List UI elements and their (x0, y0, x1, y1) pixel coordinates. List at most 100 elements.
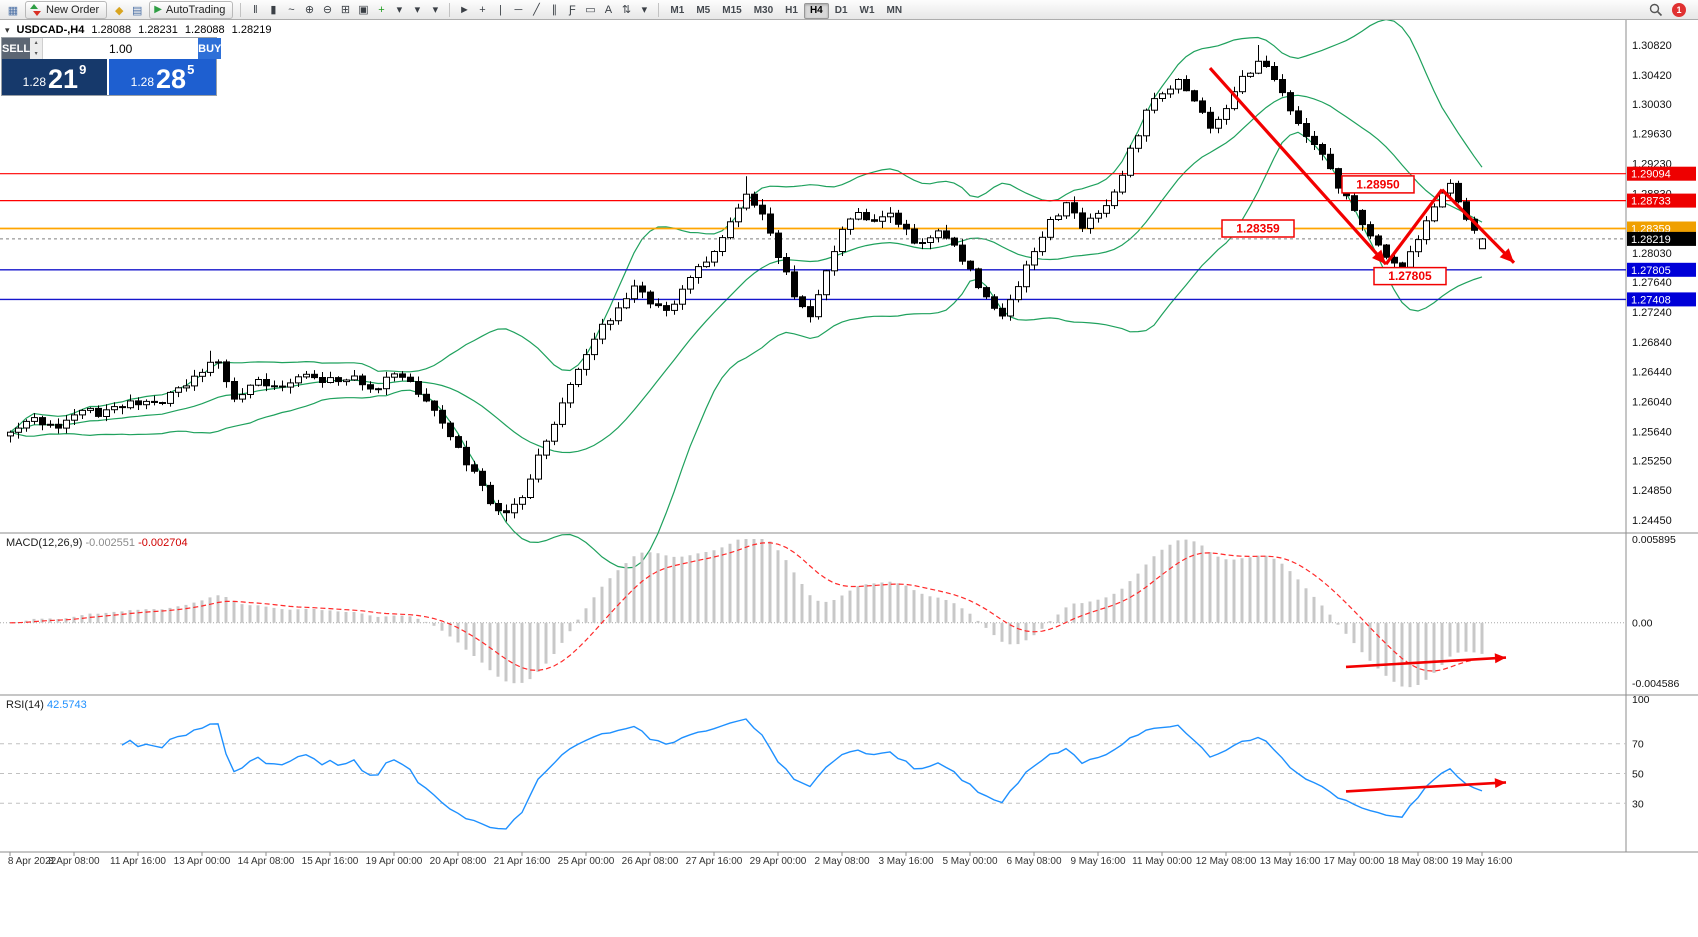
volume-field: ▴ ▾ (30, 38, 199, 59)
volume-input[interactable] (43, 38, 199, 59)
time-axis-label: 17 May 00:00 (1324, 856, 1385, 867)
rsi-scale-label: 30 (1632, 798, 1644, 810)
notification-badge[interactable]: 1 (1672, 2, 1686, 17)
symbol-dropdown-icon[interactable]: ▾ (5, 24, 10, 35)
line-chart-icon[interactable]: ~ (288, 4, 295, 17)
horizontal-line-icon[interactable]: ─ (514, 4, 523, 17)
indicators-dropdown-icon[interactable]: ▾ (396, 4, 403, 17)
chart-window-icon[interactable]: ▦ (7, 4, 19, 17)
trendline-icon[interactable]: ╱ (533, 4, 540, 17)
time-axis-label: 19 May 16:00 (1452, 856, 1513, 867)
arrow-head (1372, 249, 1386, 265)
trend-arrow-macd[interactable] (1345, 656, 1507, 669)
buy-price-big: 28 (156, 64, 187, 94)
time-axis-label: 11 Apr 16:00 (110, 856, 166, 867)
price-callout-box[interactable] (1373, 266, 1447, 286)
rsi-name: RSI(14) (6, 699, 44, 711)
objects-dropdown-icon[interactable]: ▾ (641, 4, 648, 17)
timeframe-mn-button[interactable]: MN (886, 5, 903, 17)
macd-signal-value: -0.002704 (138, 537, 188, 549)
zoom-out-icon[interactable]: ⊖ (322, 4, 333, 17)
time-axis-label: 15 Apr 16:00 (302, 856, 359, 867)
arrow-tools-icon[interactable]: ⇅ (621, 4, 632, 17)
toolbar-separator (449, 2, 451, 17)
search-icon[interactable] (1649, 3, 1663, 17)
candlestick-chart-icon[interactable]: ▮ (270, 4, 277, 17)
timeframe-h4-button[interactable]: H4 (803, 2, 829, 19)
timeframe-m15-button[interactable]: M15 (722, 5, 742, 17)
time-axis-label: 13 Apr 00:00 (174, 856, 231, 867)
trend-arrow-main[interactable] (1440, 188, 1516, 264)
price-callout-box[interactable] (1341, 175, 1415, 194)
time-axis-label: 3 May 16:00 (878, 856, 933, 867)
price-badge-text: 1.28733 (1631, 196, 1671, 208)
timeframe-m1-button[interactable]: M1 (670, 5, 685, 17)
buy-button[interactable]: BUY (198, 38, 222, 59)
timeframe-w1-button[interactable]: W1 (859, 5, 875, 17)
templates-dropdown-icon[interactable]: ▾ (432, 4, 439, 17)
price-badge-text: 1.27805 (1631, 265, 1671, 277)
sell-button[interactable]: SELL (2, 38, 31, 59)
arrow-head (1494, 653, 1506, 664)
zoom-in-icon[interactable]: ⊕ (304, 4, 315, 17)
fibonacci-icon[interactable]: Ƒ (569, 4, 576, 17)
chart-annotations[interactable]: 1.28950 1.28359 1.27805 (1208, 67, 1516, 793)
channel-icon[interactable]: ∥ (551, 4, 558, 17)
volume-up-button[interactable]: ▴ (34, 40, 38, 47)
price-axis-label: 1.25640 (1632, 426, 1672, 438)
auto-arrange-icon[interactable]: ▣ (358, 4, 369, 17)
volume-down-button[interactable]: ▾ (34, 50, 38, 57)
quote-open: 1.28088 (91, 24, 132, 36)
price-axis[interactable]: 1.308201.304201.300301.296301.292301.288… (1627, 40, 1696, 527)
macd-name: MACD(12,26,9) (6, 537, 83, 549)
sell-price-display[interactable]: 1.28 21 9 (2, 59, 109, 95)
timeframe-d1-button[interactable]: D1 (834, 5, 848, 17)
toolbar-separator (658, 2, 660, 17)
new-order-button[interactable]: New Order (25, 0, 108, 19)
sell-price-big: 21 (48, 64, 79, 94)
timeframe-h1-button[interactable]: H1 (785, 5, 798, 17)
trend-arrow-main[interactable] (1208, 67, 1388, 266)
time-axis-label: 5 May 00:00 (942, 856, 997, 867)
rsi-value: 42.5743 (46, 699, 87, 711)
buy-price-display[interactable]: 1.28 28 5 (109, 59, 216, 95)
macd-scale-label: 0.00 (1632, 617, 1653, 629)
timeframe-m5-button[interactable]: M5 (696, 5, 711, 17)
trend-arrow-main[interactable] (1384, 188, 1444, 266)
one-click-trading-panel: SELL ▴ ▾ BUY 1.28 21 9 1.28 28 5 (2, 38, 222, 95)
time-axis-label: 21 Apr 16:00 (494, 856, 551, 867)
indicators-add-icon[interactable]: + (378, 4, 385, 17)
price-callout-box[interactable] (1221, 219, 1295, 238)
shapes-icon[interactable]: ▭ (585, 4, 596, 17)
price-axis-label: 1.28030 (1632, 248, 1672, 260)
time-axis-label: 6 May 08:00 (1006, 856, 1061, 867)
expert-advisors-icon[interactable]: ◆ (114, 4, 124, 17)
horizontal-lines[interactable] (0, 173, 1626, 301)
trend-arrow-rsi[interactable] (1345, 781, 1507, 793)
macd-signal-line (9, 542, 1483, 672)
macd-label: MACD(12,26,9) -0.002551 -0.002704 (6, 537, 188, 549)
candles (7, 45, 1486, 522)
price-badge-1.27805 (1627, 262, 1696, 277)
quote-low: 1.28088 (184, 24, 225, 36)
bar-chart-icon[interactable]: ‖ (253, 4, 258, 17)
time-axis-label: 19 Apr 00:00 (366, 856, 423, 867)
price-axis-label: 1.30820 (1632, 40, 1672, 52)
timeframe-m30-button[interactable]: M30 (753, 5, 774, 17)
autotrading-play-icon: ▶ (154, 4, 162, 15)
vertical-line-icon[interactable]: | (498, 4, 502, 17)
crosshair-icon[interactable]: + (479, 4, 486, 17)
time-axis-label: 11 May 00:00 (1132, 856, 1192, 867)
text-icon[interactable]: A (604, 4, 613, 17)
periods-dropdown-icon[interactable]: ▾ (414, 4, 421, 17)
time-axis-label: 12 May 08:00 (1196, 856, 1257, 867)
time-axis-label: 26 Apr 08:00 (622, 856, 679, 867)
cursor-icon[interactable]: ► (458, 4, 470, 17)
price-axis-label: 1.30420 (1632, 70, 1672, 82)
autotrading-button[interactable]: ▶ AutoTrading (149, 0, 234, 19)
chart-profile-icon[interactable]: ▤ (131, 4, 143, 17)
tile-windows-icon[interactable]: ⊞ (340, 4, 351, 17)
